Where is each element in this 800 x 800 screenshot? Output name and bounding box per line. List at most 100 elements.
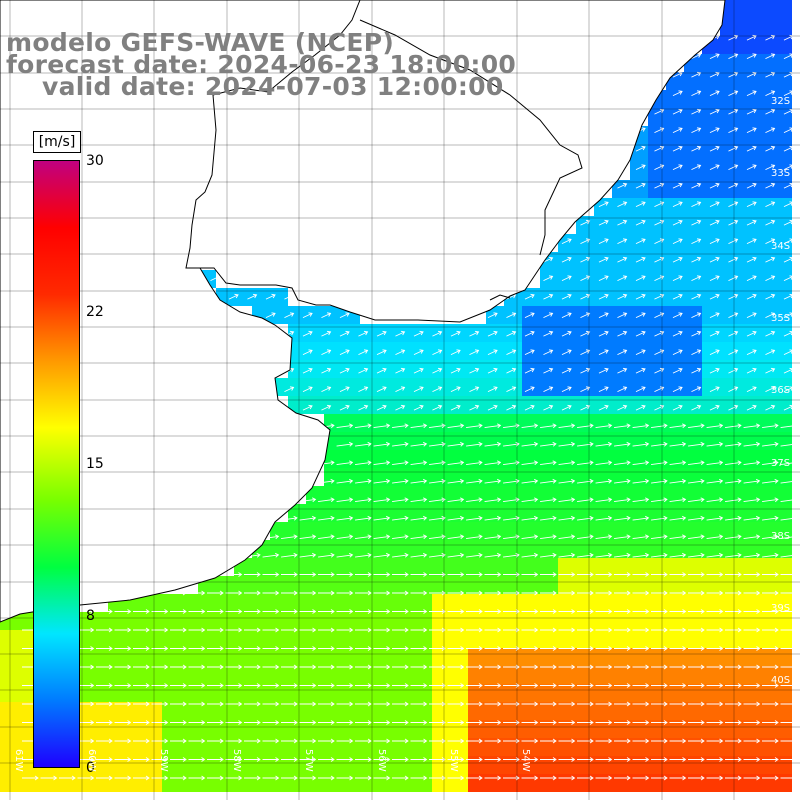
wind-speed-cell (396, 504, 414, 522)
wind-speed-cell (270, 720, 288, 738)
wind-arrow (728, 219, 739, 226)
wind-speed-cell (468, 648, 486, 666)
wind-arrow (780, 478, 798, 484)
wind-speed-cell (144, 738, 162, 756)
wind-speed-cell (378, 504, 396, 522)
wind-arrow (765, 386, 776, 393)
wind-arrow (617, 330, 628, 337)
wind-arrow (728, 293, 739, 300)
wind-arrow (373, 627, 391, 633)
wind-speed-cell (414, 666, 432, 684)
wind-speed-cell (306, 738, 324, 756)
wind-speed-cell (666, 486, 684, 504)
wind-arrow (447, 664, 465, 670)
wind-speed-cell (684, 342, 702, 360)
wind-arrow (709, 182, 720, 189)
wind-arrow (762, 609, 779, 614)
wind-speed-cell (702, 270, 720, 288)
wind-arrow (577, 757, 594, 762)
wind-arrow (543, 256, 554, 263)
wind-arrow (484, 552, 502, 558)
wind-speed-cell (522, 450, 540, 468)
wind-speed-cell (756, 162, 774, 180)
wind-arrow (429, 683, 446, 688)
wind-speed-cell (0, 648, 18, 666)
wind-speed-cell (738, 720, 756, 738)
wind-arrow (392, 720, 409, 725)
wind-speed-cell (774, 558, 792, 576)
wind-arrow (355, 441, 372, 447)
wind-speed-cell (216, 702, 234, 720)
wind-speed-cell (414, 486, 432, 504)
wind-speed-cell (540, 594, 558, 612)
wind-speed-cell (594, 630, 612, 648)
wind-arrow (429, 720, 446, 725)
wind-arrow (617, 238, 628, 245)
wind-arrow (743, 590, 761, 596)
wind-arrow (743, 701, 761, 707)
wind-arrow (728, 256, 739, 263)
wind-speed-cell (684, 180, 702, 198)
wind-arrow (336, 720, 354, 725)
wind-arrow (580, 256, 591, 263)
wind-speed-cell (180, 630, 198, 648)
wind-speed-cell (774, 180, 792, 198)
wind-arrow (672, 367, 683, 374)
wind-speed-cell (684, 198, 702, 216)
wind-speed-cell (648, 198, 666, 216)
wind-speed-cell (666, 702, 684, 720)
wind-speed-cell (342, 522, 360, 540)
wind-arrow (746, 238, 757, 245)
wind-arrow (543, 349, 554, 356)
wind-arrow (262, 572, 280, 577)
wind-arrow (706, 497, 724, 503)
wind-speed-cell (738, 0, 756, 18)
wind-arrow (669, 664, 687, 670)
wind-speed-cell (342, 684, 360, 702)
wind-speed-cell (738, 504, 756, 522)
wind-speed-cell (756, 144, 774, 162)
wind-arrow (635, 219, 646, 226)
wind-arrow (558, 534, 576, 540)
wind-arrow (170, 701, 187, 707)
wind-arrow (725, 441, 742, 447)
wind-arrow (543, 312, 554, 319)
wind-arrow (651, 609, 668, 614)
wind-speed-cell (774, 288, 792, 306)
wind-speed-cell (198, 612, 216, 630)
wind-arrow (743, 738, 761, 744)
wind-speed-cell (648, 630, 666, 648)
wind-speed-cell (540, 432, 558, 450)
wind-arrow (577, 701, 594, 707)
wind-speed-cell (630, 234, 648, 252)
wind-arrow (669, 627, 687, 633)
wind-speed-cell (432, 648, 450, 666)
wind-arrow (765, 367, 776, 374)
wind-arrow (466, 423, 483, 429)
wind-speed-cell (702, 198, 720, 216)
wind-arrow (225, 701, 243, 707)
wind-arrow (484, 683, 502, 688)
lon-label-54w: 54W (520, 749, 531, 772)
wind-arrow (484, 590, 502, 596)
wind-speed-cell (756, 36, 774, 54)
wind-arrow (672, 256, 683, 263)
wind-speed-cell (702, 450, 720, 468)
wind-arrow (635, 201, 646, 208)
wind-arrow (614, 423, 631, 429)
wind-speed-cell (594, 522, 612, 540)
wind-speed-cell (234, 648, 252, 666)
wind-speed-cell (540, 450, 558, 468)
wind-speed-cell (720, 738, 738, 756)
wind-speed-cell (702, 576, 720, 594)
wind-speed-cell (0, 666, 18, 684)
wind-speed-cell (432, 594, 450, 612)
wind-arrow (321, 330, 332, 337)
wind-speed-cell (540, 468, 558, 486)
wind-arrow (410, 441, 428, 447)
wind-speed-cell (360, 648, 378, 666)
wind-arrow (783, 164, 794, 171)
wind-arrow (762, 646, 779, 651)
wind-arrow (595, 478, 613, 484)
wind-arrow (617, 312, 628, 319)
